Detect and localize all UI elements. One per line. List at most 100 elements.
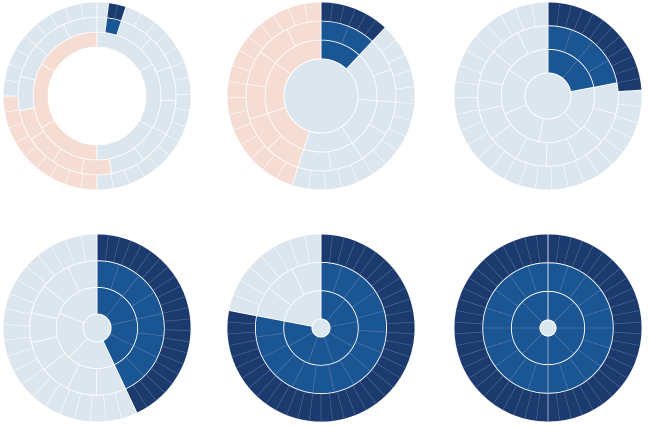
panel-2-ring-3-divider [393, 115, 412, 121]
panel-4-ring-3-divider [120, 240, 132, 266]
panel-6-ring-2-divider [582, 307, 611, 318]
panel-1-ring-3-divider [24, 146, 37, 157]
panel-3-ring-2-divider [587, 59, 609, 73]
panel-5-ring-2-divider [351, 291, 376, 308]
panel-4-ring-3-divider [159, 353, 184, 365]
panel-3-ring-3-divider [565, 4, 572, 28]
panel-4-ring-3-divider [160, 296, 186, 306]
panel-4-ring-2-divider [110, 264, 120, 290]
panel-1-ring-3-divider [148, 155, 159, 168]
panel-4-ring-3-divider [162, 307, 189, 314]
panel-4-ring-2-divider [125, 356, 145, 377]
panel-1-ring-2-divider [156, 66, 171, 73]
panel-5-ring-2-divider [356, 310, 385, 319]
panel-6-ring-2-divider [527, 362, 538, 391]
panel-4-ring-3-divider [7, 347, 33, 357]
panel-2-ring-2-divider [260, 51, 276, 64]
panel-2-ring-3-divider [250, 145, 266, 159]
panel-6-ring-3-divider [603, 362, 628, 379]
panel-5-ring-3-divider [328, 234, 334, 263]
panel-6-ring-3-divider [571, 388, 583, 416]
panel-3-ring-3-divider [595, 27, 613, 45]
panel-6-ring-1-divider [521, 333, 543, 355]
panel-4-ring-3-divider [142, 258, 161, 279]
panel-5-ring-3-divider [337, 391, 345, 420]
panel-1-ring-3-divider [171, 121, 186, 128]
panel-6 [453, 233, 643, 423]
panel-5-ring-2-divider [274, 354, 296, 376]
panel-5-ring-3-divider [383, 298, 411, 308]
panel-6-ring-3-divider [468, 362, 493, 379]
panel-1-ring-3-divider [80, 3, 84, 19]
panel-1-ring-3-divider [49, 14, 58, 28]
panel-2-ring-3-divider [324, 170, 326, 190]
panel-1-ring-2-divider [63, 24, 71, 39]
panel-3-ring-3-divider [465, 49, 487, 62]
panel-6-ring-3-divider [613, 321, 642, 325]
panel-1-ring-1-divider [41, 63, 55, 72]
panel-5-ring-2-divider [339, 360, 355, 385]
panel-6-ring-2-divider [577, 349, 602, 367]
panel-6-ring-3-divider [535, 234, 541, 264]
panel-1-ring-3-divider [8, 63, 23, 70]
panel-6-ring-3-divider [613, 331, 642, 335]
panel-6-ring-2-divider [509, 357, 527, 382]
panel-3-ring-3-divider [562, 164, 569, 188]
panel-2-ring-1-divider [275, 62, 292, 75]
panel-4-ring-1-divider [110, 318, 137, 326]
panel-1-ring-2-divider [80, 158, 85, 174]
panel-2-ring-3-divider [350, 164, 359, 183]
panel-6-ring-3-divider [475, 267, 498, 287]
panel-4-ring-1-divider [105, 296, 123, 318]
panel-5-ring-3-divider [275, 385, 290, 411]
panel-4-ring-3-divider [50, 245, 65, 270]
panel-4-ring-3-divider [103, 394, 107, 422]
panel-5-ring-1-divider [329, 321, 358, 327]
panel-4-ring-3-divider [147, 266, 169, 285]
panel-3-ring-3-segment-2 [453, 1, 643, 191]
panel-5-ring-3-divider [304, 235, 311, 264]
panel-5-ring-3-divider [380, 355, 407, 369]
panel-4-ring-3-divider [135, 250, 152, 274]
panel-3-ring-1-divider [504, 104, 527, 115]
panel-3-ring-3-divider [602, 35, 621, 52]
panel-1-ring-1-divider [41, 120, 55, 129]
panel-5-ring-2-divider [312, 364, 317, 394]
panel-6-ring-3-divider [586, 251, 604, 276]
panel-6-ring-2-divider [582, 338, 611, 349]
panel-5-ring-3-divider [380, 287, 407, 301]
panel-4-ring-3-divider [44, 384, 61, 407]
panel-5-ring-2-divider [358, 329, 387, 333]
panel-6-ring-3-divider [462, 287, 490, 301]
panel-1-ring-2-divider [30, 130, 44, 140]
panel-5-ring-3-divider [337, 236, 345, 265]
panel-1-ring-3-divider [110, 173, 114, 189]
panel-2-ring-3-divider [364, 19, 377, 36]
panel-6-ring-3-divider [586, 380, 604, 405]
panel-5-ring-3-divider [386, 321, 415, 325]
panel-3-ring-3-divider [500, 14, 513, 36]
panel-2-ring-2-divider [341, 26, 349, 45]
panel-4-ring-3-divider [104, 234, 109, 262]
panel-4-ring-3-divider [16, 278, 40, 294]
panel-6-ring-3-divider [563, 391, 572, 420]
panel-5-ring-2-divider [355, 341, 382, 354]
panel-3-ring-3-divider [574, 160, 585, 183]
panel-5-ring-3-divider [359, 251, 377, 276]
panel-5-ring-3-divider [376, 277, 401, 294]
panel-4-ring-3-divider [164, 329, 191, 331]
panel-1-ring-3-divider [174, 77, 190, 81]
panel-1-hole [48, 47, 146, 145]
panel-6-ring-3-divider [513, 388, 525, 416]
panel-5-ring-3-divider [365, 375, 386, 397]
panel-6-ring-3-divider [592, 375, 613, 397]
panel-5-ring-2-divider [332, 265, 343, 293]
panel-5-ring-3-divider [386, 331, 415, 335]
panel-6-ring-3-divider [603, 277, 628, 294]
panel-4-ring-3-divider [145, 374, 166, 394]
panel-4-ring-3-divider [9, 293, 35, 304]
panel-5-ring-3-divider [297, 391, 305, 420]
panel-3-ring-3-divider [460, 121, 483, 131]
panel-3-ring-3-divider [535, 165, 539, 190]
